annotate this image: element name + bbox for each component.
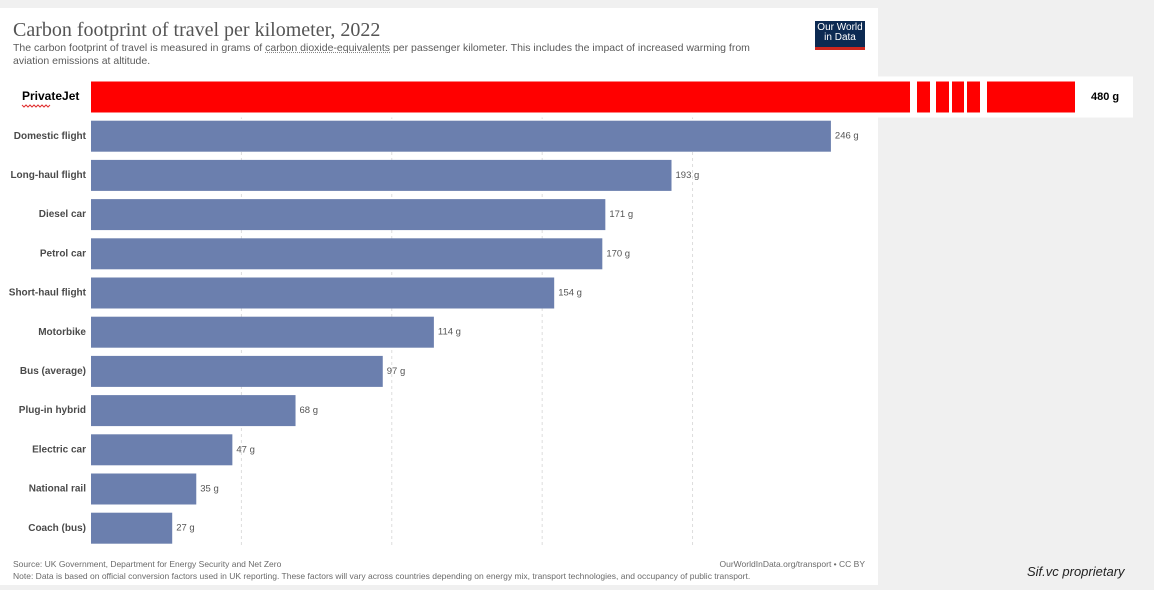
source: Source: UK Government, Department for En… bbox=[13, 559, 282, 569]
bar bbox=[91, 473, 197, 505]
watermark: Sif.vc proprietary bbox=[1027, 564, 1125, 579]
source-url[interactable]: OurWorldInData.org/transport • CC BY bbox=[719, 559, 865, 569]
subtitle-text: per passenger kilometer. This includes t… bbox=[13, 42, 750, 67]
bar bbox=[91, 434, 233, 466]
axis-break bbox=[930, 80, 936, 114]
bar bbox=[91, 512, 173, 544]
y-tick-label: Plug-in hybrid bbox=[19, 405, 86, 416]
axis-break bbox=[980, 80, 987, 114]
y-tick-label: Electric car bbox=[32, 444, 86, 455]
value-label: 114 g bbox=[438, 327, 461, 338]
y-tick-label: Coach (bus) bbox=[28, 523, 86, 534]
axis-break bbox=[964, 80, 967, 114]
y-tick-label: Long-haul flight bbox=[10, 170, 86, 181]
note: Note: Data is based on official conversi… bbox=[13, 571, 751, 581]
value-label: 154 g bbox=[558, 288, 582, 299]
spellcheck-underline bbox=[21, 104, 51, 108]
value-label: 246 g bbox=[835, 131, 859, 142]
y-tick-label: Diesel car bbox=[39, 209, 86, 220]
bar bbox=[91, 395, 296, 427]
value-label: 27 g bbox=[176, 523, 195, 534]
y-tick-label: Domestic flight bbox=[14, 131, 87, 142]
bar bbox=[91, 238, 603, 270]
bar bbox=[91, 355, 383, 387]
bar bbox=[91, 199, 606, 231]
logo-line: in Data bbox=[824, 32, 856, 43]
value-label: 480 g bbox=[1091, 91, 1119, 103]
subtitle-text: The carbon footprint of travel is measur… bbox=[13, 42, 266, 54]
bar bbox=[91, 81, 1075, 113]
y-tick-label: National rail bbox=[29, 484, 86, 495]
bar bbox=[91, 316, 434, 348]
value-label: 193 g bbox=[676, 170, 700, 181]
axis-break bbox=[949, 80, 952, 114]
value-label: 47 g bbox=[236, 444, 255, 455]
chart-title: Carbon footprint of travel per kilometer… bbox=[13, 19, 381, 41]
bar bbox=[91, 277, 555, 309]
logo-line: Our World bbox=[817, 22, 863, 33]
chart-subtitle: The carbon footprint of travel is measur… bbox=[13, 42, 773, 68]
value-label: 97 g bbox=[387, 366, 406, 377]
bar bbox=[91, 159, 672, 191]
y-tick-label: Petrol car bbox=[40, 248, 86, 259]
value-label: 35 g bbox=[200, 484, 219, 495]
logo[interactable]: Our World in Data bbox=[815, 21, 865, 50]
y-tick-label: Short-haul flight bbox=[9, 288, 87, 299]
bar bbox=[91, 120, 831, 152]
y-tick-label: Bus (average) bbox=[20, 366, 86, 377]
value-label: 170 g bbox=[606, 248, 630, 259]
value-label: 68 g bbox=[300, 405, 319, 416]
subtitle-link[interactable]: carbon dioxide-equivalents bbox=[265, 42, 391, 54]
value-label: 171 g bbox=[609, 209, 633, 220]
y-tick-label: Motorbike bbox=[38, 327, 86, 338]
y-tick-label: PrivateJet bbox=[22, 89, 79, 103]
axis-break bbox=[910, 80, 917, 114]
